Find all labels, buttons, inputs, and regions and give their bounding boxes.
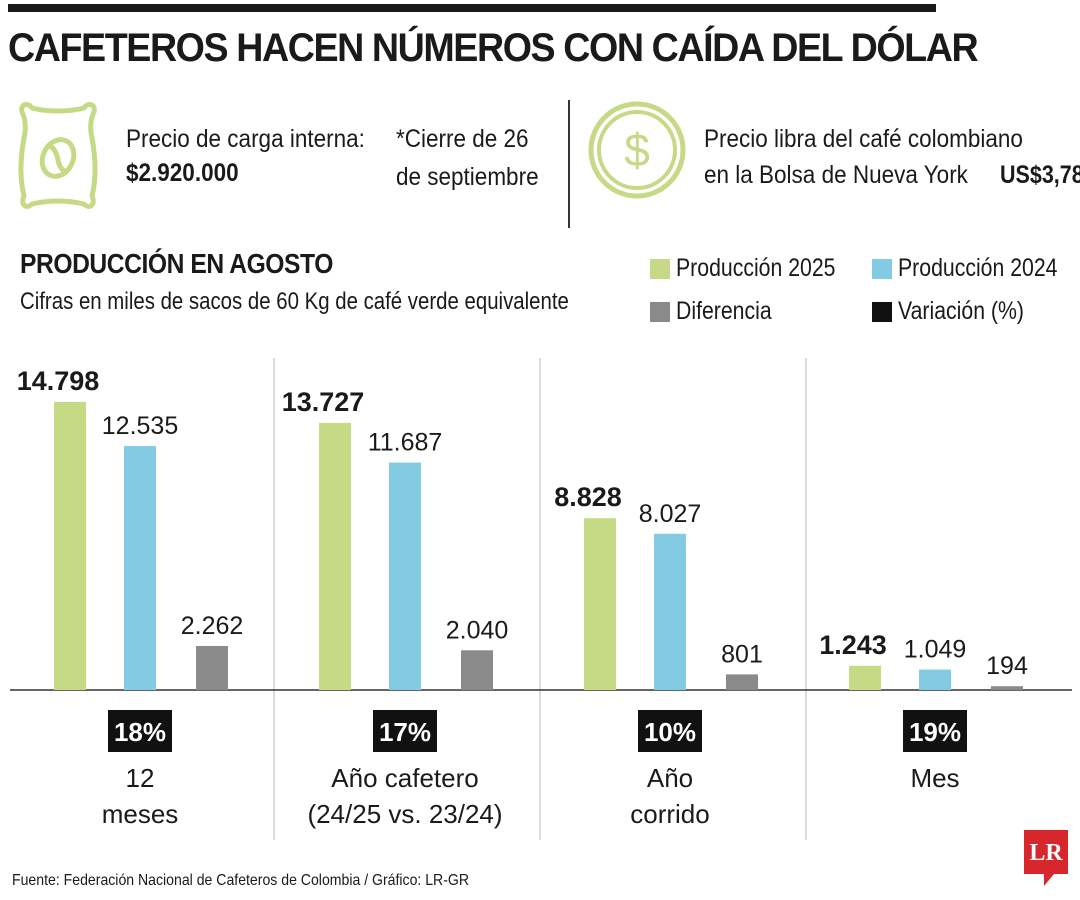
dollar-coin-icon: $: [588, 101, 686, 199]
close-note-line2: de septiembre: [396, 163, 539, 191]
legend-label: Variación (%): [898, 297, 1024, 325]
category-label: (24/25 vs. 23/24): [307, 799, 502, 829]
data-label-produccion-2024: 1.049: [904, 636, 967, 664]
legend-label: Diferencia: [676, 297, 772, 325]
lr-logo-text: LR: [1029, 840, 1063, 866]
ny-label-line2: en la Bolsa de Nueva York: [704, 161, 968, 189]
variation-badge: [108, 710, 172, 752]
data-label-produccion-2025: 8.828: [554, 482, 622, 512]
top-rule: [8, 4, 936, 12]
coffee-bag-icon: [18, 102, 98, 209]
data-label-produccion-2024: 11.687: [368, 429, 443, 457]
data-label-diferencia: 801: [721, 640, 763, 668]
internal-price-value: $2.920.000: [126, 159, 239, 187]
variation-badge: [903, 710, 967, 752]
variation-label: 19%: [909, 717, 961, 747]
data-label-diferencia: 194: [986, 652, 1028, 680]
bar-produccion-2024: [389, 462, 421, 690]
lr-logo-shape: [1024, 830, 1068, 886]
category-label: Año cafetero: [331, 763, 478, 793]
info-divider: [568, 100, 570, 228]
lr-logo: LR: [1024, 830, 1068, 886]
variation-badge: [638, 710, 702, 752]
data-label-diferencia: 2.040: [446, 616, 509, 644]
section-title: PRODUCCIÓN EN AGOSTO: [20, 248, 333, 279]
legend-produccion-2024: Producción 2024: [872, 254, 1080, 283]
bar-diferencia: [991, 686, 1023, 690]
variation-label: 10%: [644, 717, 696, 747]
legend-swatch: [872, 258, 892, 279]
category-label: 12: [126, 763, 155, 793]
data-label-produccion-2025: 14.798: [17, 366, 100, 396]
ny-label-line1: Precio libra del café colombiano: [704, 125, 1023, 153]
data-label-produccion-2024: 12.535: [102, 412, 178, 440]
category-label: Mes: [910, 763, 959, 793]
bar-produccion-2024: [124, 446, 156, 690]
variation-badge: [373, 710, 437, 752]
bar-produccion-2025: [584, 518, 616, 690]
variation-label: 17%: [379, 717, 431, 747]
page-title: CAFETEROS HACEN NÚMEROS CON CAÍDA DEL DÓ…: [8, 26, 979, 70]
category-label: Año: [647, 763, 693, 793]
legend-label: Producción 2024: [898, 254, 1058, 282]
data-label-produccion-2025: 13.727: [282, 387, 365, 417]
svg-text:$: $: [624, 124, 650, 176]
legend-produccion-2025: Producción 2025: [650, 254, 864, 283]
legend-label: Producción 2025: [676, 254, 836, 282]
legend-swatch: [650, 258, 670, 279]
bar-diferencia: [196, 645, 228, 690]
variation-label: 18%: [114, 717, 166, 747]
bar-diferencia: [461, 650, 493, 690]
data-label-diferencia: 2.262: [181, 612, 244, 640]
legend-swatch: [650, 301, 670, 322]
legend-diferencia: Diferencia: [650, 297, 789, 326]
bar-produccion-2025: [849, 665, 881, 690]
bar-diferencia: [726, 674, 758, 690]
bar-produccion-2024: [919, 669, 951, 690]
data-label-produccion-2024: 8.027: [639, 500, 702, 528]
internal-price-label: Precio de carga interna:: [126, 125, 365, 153]
close-note-line1: *Cierre de 26: [396, 125, 529, 153]
ny-price-value: US$3,78: [1000, 161, 1080, 189]
bar-produccion-2024: [654, 533, 686, 690]
bar-produccion-2025: [319, 422, 351, 690]
data-label-produccion-2025: 1.243: [819, 630, 887, 660]
section-subtitle: Cifras en miles de sacos de 60 Kg de caf…: [20, 288, 569, 315]
legend-variacion: Variación (%): [872, 297, 1046, 326]
legend-swatch: [872, 301, 892, 322]
category-label: corrido: [630, 799, 709, 829]
source-note: Fuente: Federación Nacional de Cafeteros…: [12, 872, 470, 889]
category-label: meses: [102, 799, 179, 829]
bar-produccion-2025: [54, 402, 86, 690]
